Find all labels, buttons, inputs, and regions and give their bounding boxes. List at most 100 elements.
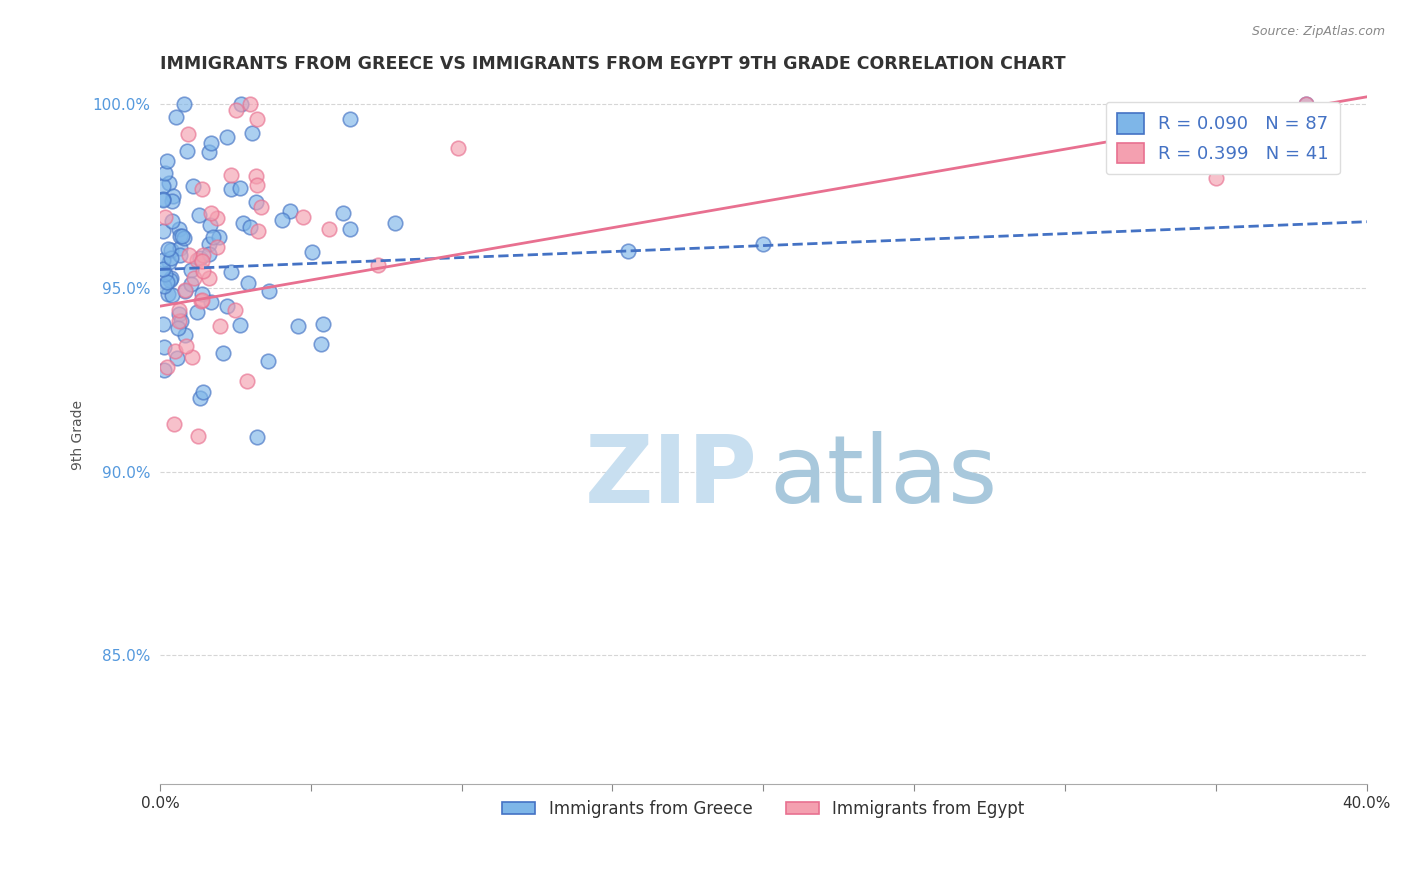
Point: [447, 141, 470, 155]
Point: [174, 283, 197, 297]
Point: [186, 304, 208, 318]
Point: [205, 211, 228, 225]
Point: [246, 430, 269, 444]
Point: [1295, 97, 1317, 112]
Point: [198, 218, 221, 232]
Point: [152, 261, 174, 276]
Point: [1205, 170, 1227, 185]
Point: [205, 240, 228, 254]
Point: [245, 169, 267, 183]
Point: [225, 103, 247, 118]
Point: [157, 287, 180, 301]
Point: [301, 245, 323, 260]
Point: [155, 267, 177, 281]
Point: [169, 247, 191, 261]
Point: [180, 262, 202, 277]
Point: [250, 200, 273, 214]
Point: [153, 363, 176, 377]
Point: [219, 265, 242, 279]
Point: [169, 241, 191, 255]
Point: [173, 284, 195, 298]
Point: [245, 178, 267, 192]
Point: [229, 97, 252, 112]
Point: [239, 97, 262, 112]
Point: [152, 179, 174, 194]
Point: [152, 318, 174, 332]
Y-axis label: 9th Grade: 9th Grade: [72, 400, 86, 470]
Point: [160, 271, 183, 285]
Point: [183, 271, 205, 285]
Point: [166, 351, 188, 365]
Point: [186, 253, 208, 268]
Point: [384, 216, 406, 230]
Point: [240, 126, 263, 140]
Point: [170, 314, 193, 328]
Point: [200, 206, 222, 220]
Point: [215, 300, 238, 314]
Point: [160, 251, 183, 265]
Point: [200, 295, 222, 310]
Point: [191, 286, 214, 301]
Point: [291, 210, 314, 224]
Point: [191, 264, 214, 278]
Legend: Immigrants from Greece, Immigrants from Egypt: Immigrants from Greece, Immigrants from …: [495, 793, 1032, 824]
Point: [163, 417, 186, 432]
Point: [257, 284, 280, 298]
Point: [311, 337, 333, 351]
Point: [187, 428, 209, 442]
Point: [155, 154, 177, 169]
Point: [209, 319, 232, 334]
Point: [166, 320, 188, 334]
Point: [152, 278, 174, 293]
Point: [160, 194, 183, 208]
Point: [179, 248, 201, 262]
Point: [193, 247, 215, 261]
Point: [232, 216, 254, 230]
Point: [312, 318, 335, 332]
Point: [198, 247, 221, 261]
Point: [174, 339, 197, 353]
Point: [229, 318, 252, 332]
Point: [188, 208, 211, 222]
Point: [174, 328, 197, 343]
Point: [198, 270, 221, 285]
Point: [157, 176, 180, 190]
Point: [176, 145, 198, 159]
Point: [152, 252, 174, 267]
Point: [246, 112, 269, 126]
Point: [181, 179, 204, 194]
Point: [197, 237, 219, 252]
Point: [191, 254, 214, 268]
Point: [162, 188, 184, 202]
Point: [169, 314, 191, 328]
Point: [339, 222, 361, 236]
Point: [229, 181, 252, 195]
Text: Source: ZipAtlas.com: Source: ZipAtlas.com: [1251, 25, 1385, 38]
Point: [153, 340, 176, 354]
Point: [152, 192, 174, 206]
Point: [190, 182, 212, 196]
Point: [159, 273, 181, 287]
Point: [332, 205, 354, 219]
Point: [152, 224, 174, 238]
Point: [367, 258, 389, 272]
Point: [208, 230, 231, 244]
Point: [1295, 97, 1317, 112]
Point: [167, 222, 190, 236]
Point: [167, 307, 190, 321]
Point: [180, 351, 202, 365]
Point: [180, 277, 202, 292]
Point: [257, 354, 280, 368]
Point: [169, 303, 191, 318]
Point: [215, 129, 238, 144]
Point: [224, 302, 246, 317]
Point: [165, 111, 187, 125]
Point: [160, 214, 183, 228]
Point: [752, 236, 775, 251]
Point: [156, 359, 179, 374]
Point: [157, 254, 180, 268]
Point: [247, 224, 270, 238]
Point: [616, 244, 638, 259]
Point: [221, 182, 243, 196]
Text: ZIP: ZIP: [585, 431, 758, 523]
